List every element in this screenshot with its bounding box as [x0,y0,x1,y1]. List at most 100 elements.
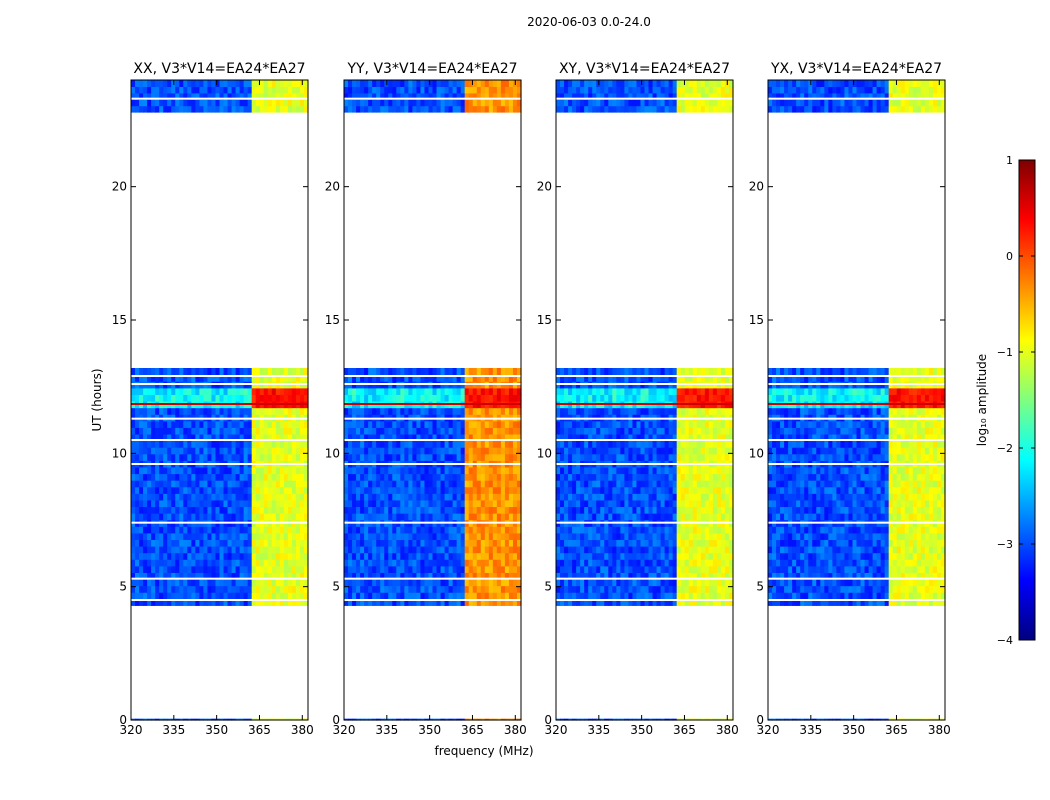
heatmap-cell [223,506,229,514]
heatmap-cell [440,394,446,402]
heatmap-cell [424,466,430,475]
heatmap-cell [688,513,694,521]
heatmap-cell [492,539,498,547]
heatmap-cell [376,105,381,113]
heatmap-cell [436,447,442,455]
heatmap-cell [496,480,502,488]
heatmap-cell [267,374,273,382]
heatmap-cell [448,493,454,501]
heatmap-cell [484,105,490,113]
heatmap-cell [352,447,357,455]
heatmap-cell [608,453,613,461]
heatmap-cell [652,585,658,593]
heatmap-cell [656,598,662,606]
heatmap-cell [147,453,152,461]
heatmap-cell [392,427,397,435]
heatmap-cell [708,552,714,560]
heatmap-cell [684,546,690,554]
heatmap-cell [420,552,426,560]
heatmap-cell [572,598,577,606]
heatmap-cell [404,374,409,382]
heatmap-cell [688,552,694,560]
heatmap-cell [368,592,373,600]
heatmap-cell [376,552,381,560]
heatmap-cell [279,546,285,554]
heatmap-cell [348,499,353,508]
heatmap-cell [372,105,377,113]
heatmap-cell [267,86,273,94]
heatmap-cell [456,447,462,455]
heatmap-cell [448,394,454,402]
heatmap-cell [384,374,389,382]
heatmap-cell [131,493,136,501]
heatmap-cell [708,440,714,448]
heatmap-cell [368,407,373,415]
heatmap-cell [372,559,377,567]
heatmap-cell [684,526,690,534]
heatmap-cell [580,466,585,475]
heatmap-cell [191,440,196,448]
heatmap-cell [364,453,369,461]
heatmap-cell [251,546,257,554]
heatmap-cell [388,539,393,547]
heatmap-cell [360,407,365,415]
heatmap-cell [235,506,241,514]
heatmap-cell [656,453,662,461]
heatmap-cell [267,486,273,494]
heatmap-cell [251,86,257,94]
heatmap-cell [604,433,609,442]
heatmap-cell [680,506,686,514]
heatmap-cell [147,572,152,580]
heatmap-cell [696,585,702,593]
heatmap-cell [680,585,686,593]
heatmap-cell [299,387,305,395]
heatmap-cell [432,532,438,540]
heatmap-cell [504,578,510,587]
heatmap-cell [572,473,577,481]
heatmap-cell [356,80,361,87]
heatmap-cell [504,466,510,475]
heatmap-cell [640,440,646,448]
heatmap-cell [636,578,642,587]
heatmap-cell [456,407,462,415]
heatmap-cell [460,394,466,402]
heatmap-cell [287,552,293,560]
heatmap-cell [155,539,160,547]
heatmap-cell [668,552,674,560]
heatmap-cell [215,407,221,415]
heatmap-cell [159,466,164,475]
heatmap-cell [508,565,514,573]
heatmap-cell [484,486,490,494]
heatmap-cell [492,578,498,587]
heatmap-cell [568,578,573,587]
heatmap-cell [652,552,658,560]
heatmap-cell [476,92,482,100]
heatmap-cell [692,546,698,554]
heatmap-cell [620,559,625,567]
heatmap-cell [632,493,638,501]
heatmap-cell [556,466,561,475]
heatmap-cell [600,433,605,442]
heatmap-cell [396,387,401,395]
heatmap-cell [159,585,164,593]
heatmap-cell [644,473,650,481]
heatmap-cell [692,493,698,501]
heatmap-cell [652,526,658,534]
heatmap-cell [207,578,213,587]
heatmap-cell [143,86,148,94]
heatmap-cell [191,420,196,428]
heatmap-cell [424,433,430,442]
heatmap-cell [624,506,630,514]
heatmap-cell [680,466,686,475]
heatmap-cell [251,433,257,442]
heatmap-cell [247,513,253,521]
heatmap-cell [512,592,518,600]
heatmap-cell [588,506,593,514]
heatmap-cell [263,407,269,415]
heatmap-cell [235,105,241,113]
heatmap-cell [392,440,397,448]
heatmap-cell [376,80,381,87]
heatmap-cell [412,453,418,461]
heatmap-cell [584,513,589,521]
heatmap-cell [239,80,245,87]
